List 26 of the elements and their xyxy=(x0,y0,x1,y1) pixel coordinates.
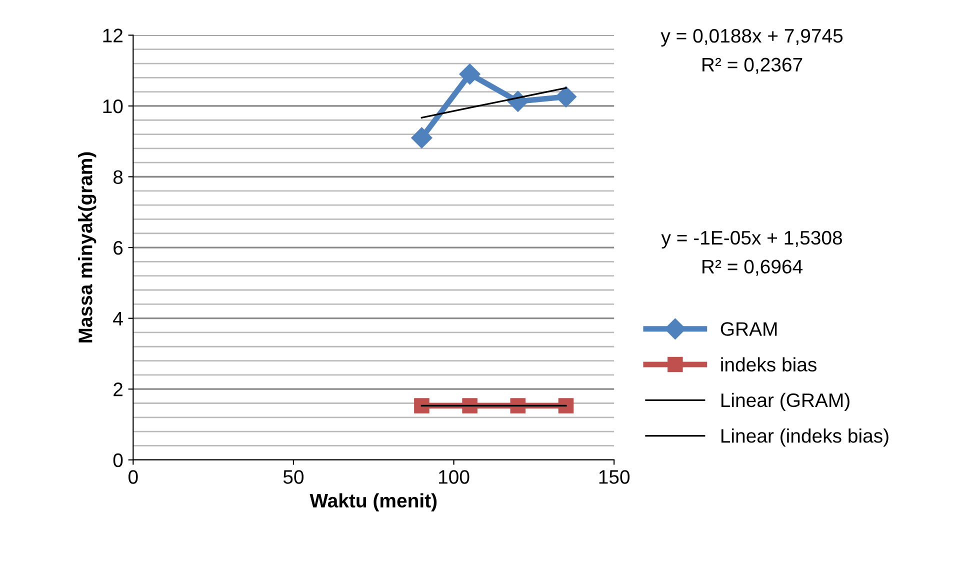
legend-label: Linear (GRAM) xyxy=(721,392,850,411)
text: R² = 0,6964 xyxy=(702,260,803,276)
y-tick-label: 4 xyxy=(113,312,123,326)
x-axis-title: Waktu (menit) xyxy=(310,493,437,512)
y-tick-label: 8 xyxy=(113,170,123,184)
point xyxy=(459,64,480,85)
text: y = -1E-05x + 1,5308 xyxy=(661,230,842,249)
y-tick-label: 6 xyxy=(114,241,123,255)
text: y = 0,0188x + 7,9745 xyxy=(660,28,843,47)
y-axis-title: Massa minyak(gram) xyxy=(78,152,96,342)
x-tick-label: 150 xyxy=(599,470,630,484)
x-tick-label: 50 xyxy=(283,470,304,484)
legend-label: Linear (indeks bias) xyxy=(721,428,888,447)
y-tick-label: 10 xyxy=(103,99,123,114)
point xyxy=(414,398,430,414)
y-tick-label: 12 xyxy=(103,28,122,42)
point xyxy=(558,398,574,414)
point xyxy=(555,86,576,108)
legend-label: GRAM xyxy=(720,322,777,336)
text: R² = 0,2367 xyxy=(702,58,802,74)
point xyxy=(411,127,432,148)
x-tick-label: 100 xyxy=(439,470,470,484)
x-tick-label: 0 xyxy=(128,470,138,484)
y-tick-label: 2 xyxy=(114,382,122,396)
legend-label: indeks bias xyxy=(721,357,816,372)
y-tick-label: 0 xyxy=(113,453,123,468)
